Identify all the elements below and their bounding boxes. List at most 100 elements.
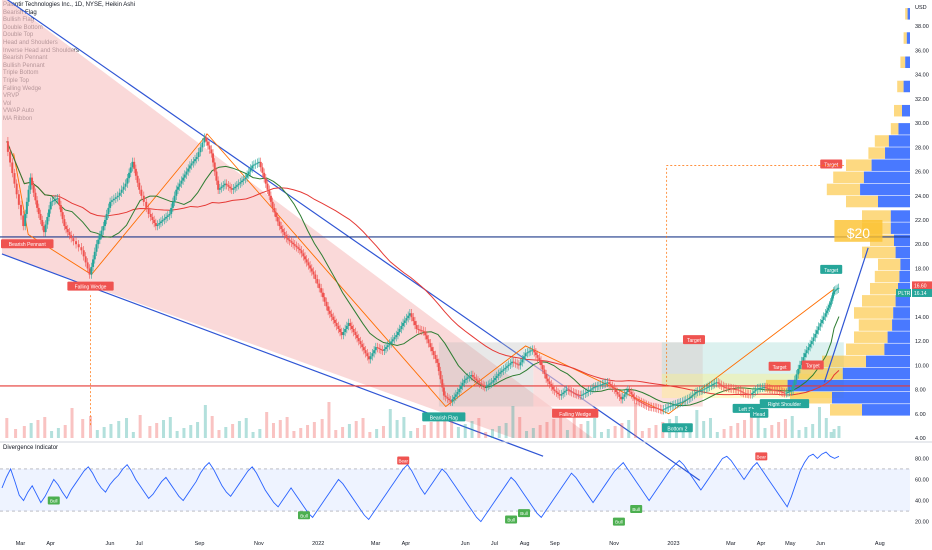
volume-bar: [593, 418, 597, 438]
volume-bar: [327, 402, 331, 438]
volume-bar: [148, 426, 152, 438]
volume-bar: [702, 421, 706, 438]
volume-bar: [770, 425, 774, 438]
candle-body: [814, 333, 817, 338]
candle-body: [24, 213, 27, 227]
volume-bar: [504, 423, 508, 438]
volume-bar: [749, 417, 753, 438]
candle-body: [718, 383, 721, 385]
volume-bar: [688, 427, 692, 438]
candle-body: [688, 398, 691, 400]
volume-profile-bar: [878, 258, 901, 271]
candle-body: [432, 351, 435, 356]
candle-body: [342, 332, 345, 336]
candle-body: [48, 209, 51, 217]
candle-body: [425, 335, 428, 340]
candle-body: [293, 244, 296, 246]
candle-body: [194, 159, 197, 162]
candle-body: [546, 378, 549, 382]
candle-body: [349, 322, 352, 326]
candle-body: [154, 223, 157, 227]
currency-label: USD: [915, 5, 927, 11]
x-tick-label: Aug: [875, 541, 885, 547]
candle-body: [271, 201, 274, 208]
candle-body: [381, 349, 384, 351]
price-tick-label: 26.00: [915, 170, 929, 176]
candle-body: [61, 212, 64, 220]
target-label-bg: [682, 335, 705, 345]
candle-body: [237, 183, 240, 186]
candle-body: [318, 283, 321, 289]
volume-bar: [620, 423, 624, 438]
candle-body: [667, 406, 670, 408]
x-tick-label: Mar: [371, 541, 381, 547]
oscillator-tick-label: 60.00: [915, 477, 929, 483]
candle-body: [800, 361, 803, 366]
candle-body: [517, 364, 520, 366]
x-tick-label: Apr: [757, 541, 766, 547]
candle-body: [242, 179, 245, 181]
pattern-label-bg: [661, 423, 693, 433]
candle-body: [210, 149, 213, 154]
pattern-label: Bearish Flag: [430, 415, 458, 421]
candle-body: [261, 167, 264, 173]
candle-body: [620, 396, 623, 400]
candle-body: [98, 235, 101, 240]
candle-body: [502, 369, 505, 371]
candle-body: [672, 404, 675, 406]
volume-profile-bar: [899, 270, 910, 283]
candle-body: [482, 384, 485, 386]
candle-body: [802, 357, 805, 362]
candle-body: [419, 329, 422, 331]
candle-body: [80, 247, 83, 251]
candle-body: [751, 392, 754, 395]
candle-body: [156, 224, 159, 227]
x-tick-label: Sep: [195, 541, 205, 547]
volume-profile-bar: [890, 210, 910, 222]
last-price-bg: [912, 281, 932, 290]
x-tick-label: Jul: [491, 541, 498, 547]
volume-bar: [463, 424, 467, 438]
candle-body: [706, 386, 709, 388]
candle-body: [362, 347, 365, 351]
volume-profile-bar: [862, 246, 896, 259]
candle-body: [58, 198, 61, 206]
target-label: Target: [806, 364, 821, 370]
candle-body: [671, 405, 674, 407]
volume-profile-bar: [893, 307, 910, 319]
candle-body: [727, 387, 730, 389]
volume-profile-bar: [846, 159, 872, 171]
pattern-label: Bearish Pennant: [9, 242, 47, 248]
volume-bar: [804, 427, 808, 438]
candle-body: [254, 163, 257, 165]
candle-body: [584, 392, 587, 394]
candle-body: [266, 183, 269, 190]
candle-body: [676, 403, 679, 405]
volume-profile-bar: [832, 391, 910, 404]
candle-body: [574, 393, 577, 395]
target-label-bg: [768, 361, 791, 371]
candle-body: [683, 400, 686, 402]
candle-body: [499, 372, 502, 374]
candle-body: [436, 358, 439, 363]
volume-bar: [14, 429, 18, 438]
candle-body: [310, 268, 313, 272]
signal-bg: [755, 452, 768, 461]
candle-body: [364, 350, 367, 354]
volume-bar: [545, 422, 549, 438]
candle-body: [235, 185, 238, 187]
target-label-bg: [801, 360, 824, 370]
candle-body: [197, 152, 200, 158]
candle-body: [830, 299, 833, 303]
candle-body: [570, 391, 573, 393]
candle-body: [725, 387, 728, 389]
candle-body: [712, 384, 715, 386]
candle-body: [807, 347, 810, 351]
volume-bar: [244, 418, 248, 438]
candle-body: [77, 244, 80, 248]
candle-body: [528, 351, 531, 353]
candle-body: [785, 392, 788, 394]
volume-bar: [155, 423, 159, 438]
candle-body: [783, 392, 786, 394]
